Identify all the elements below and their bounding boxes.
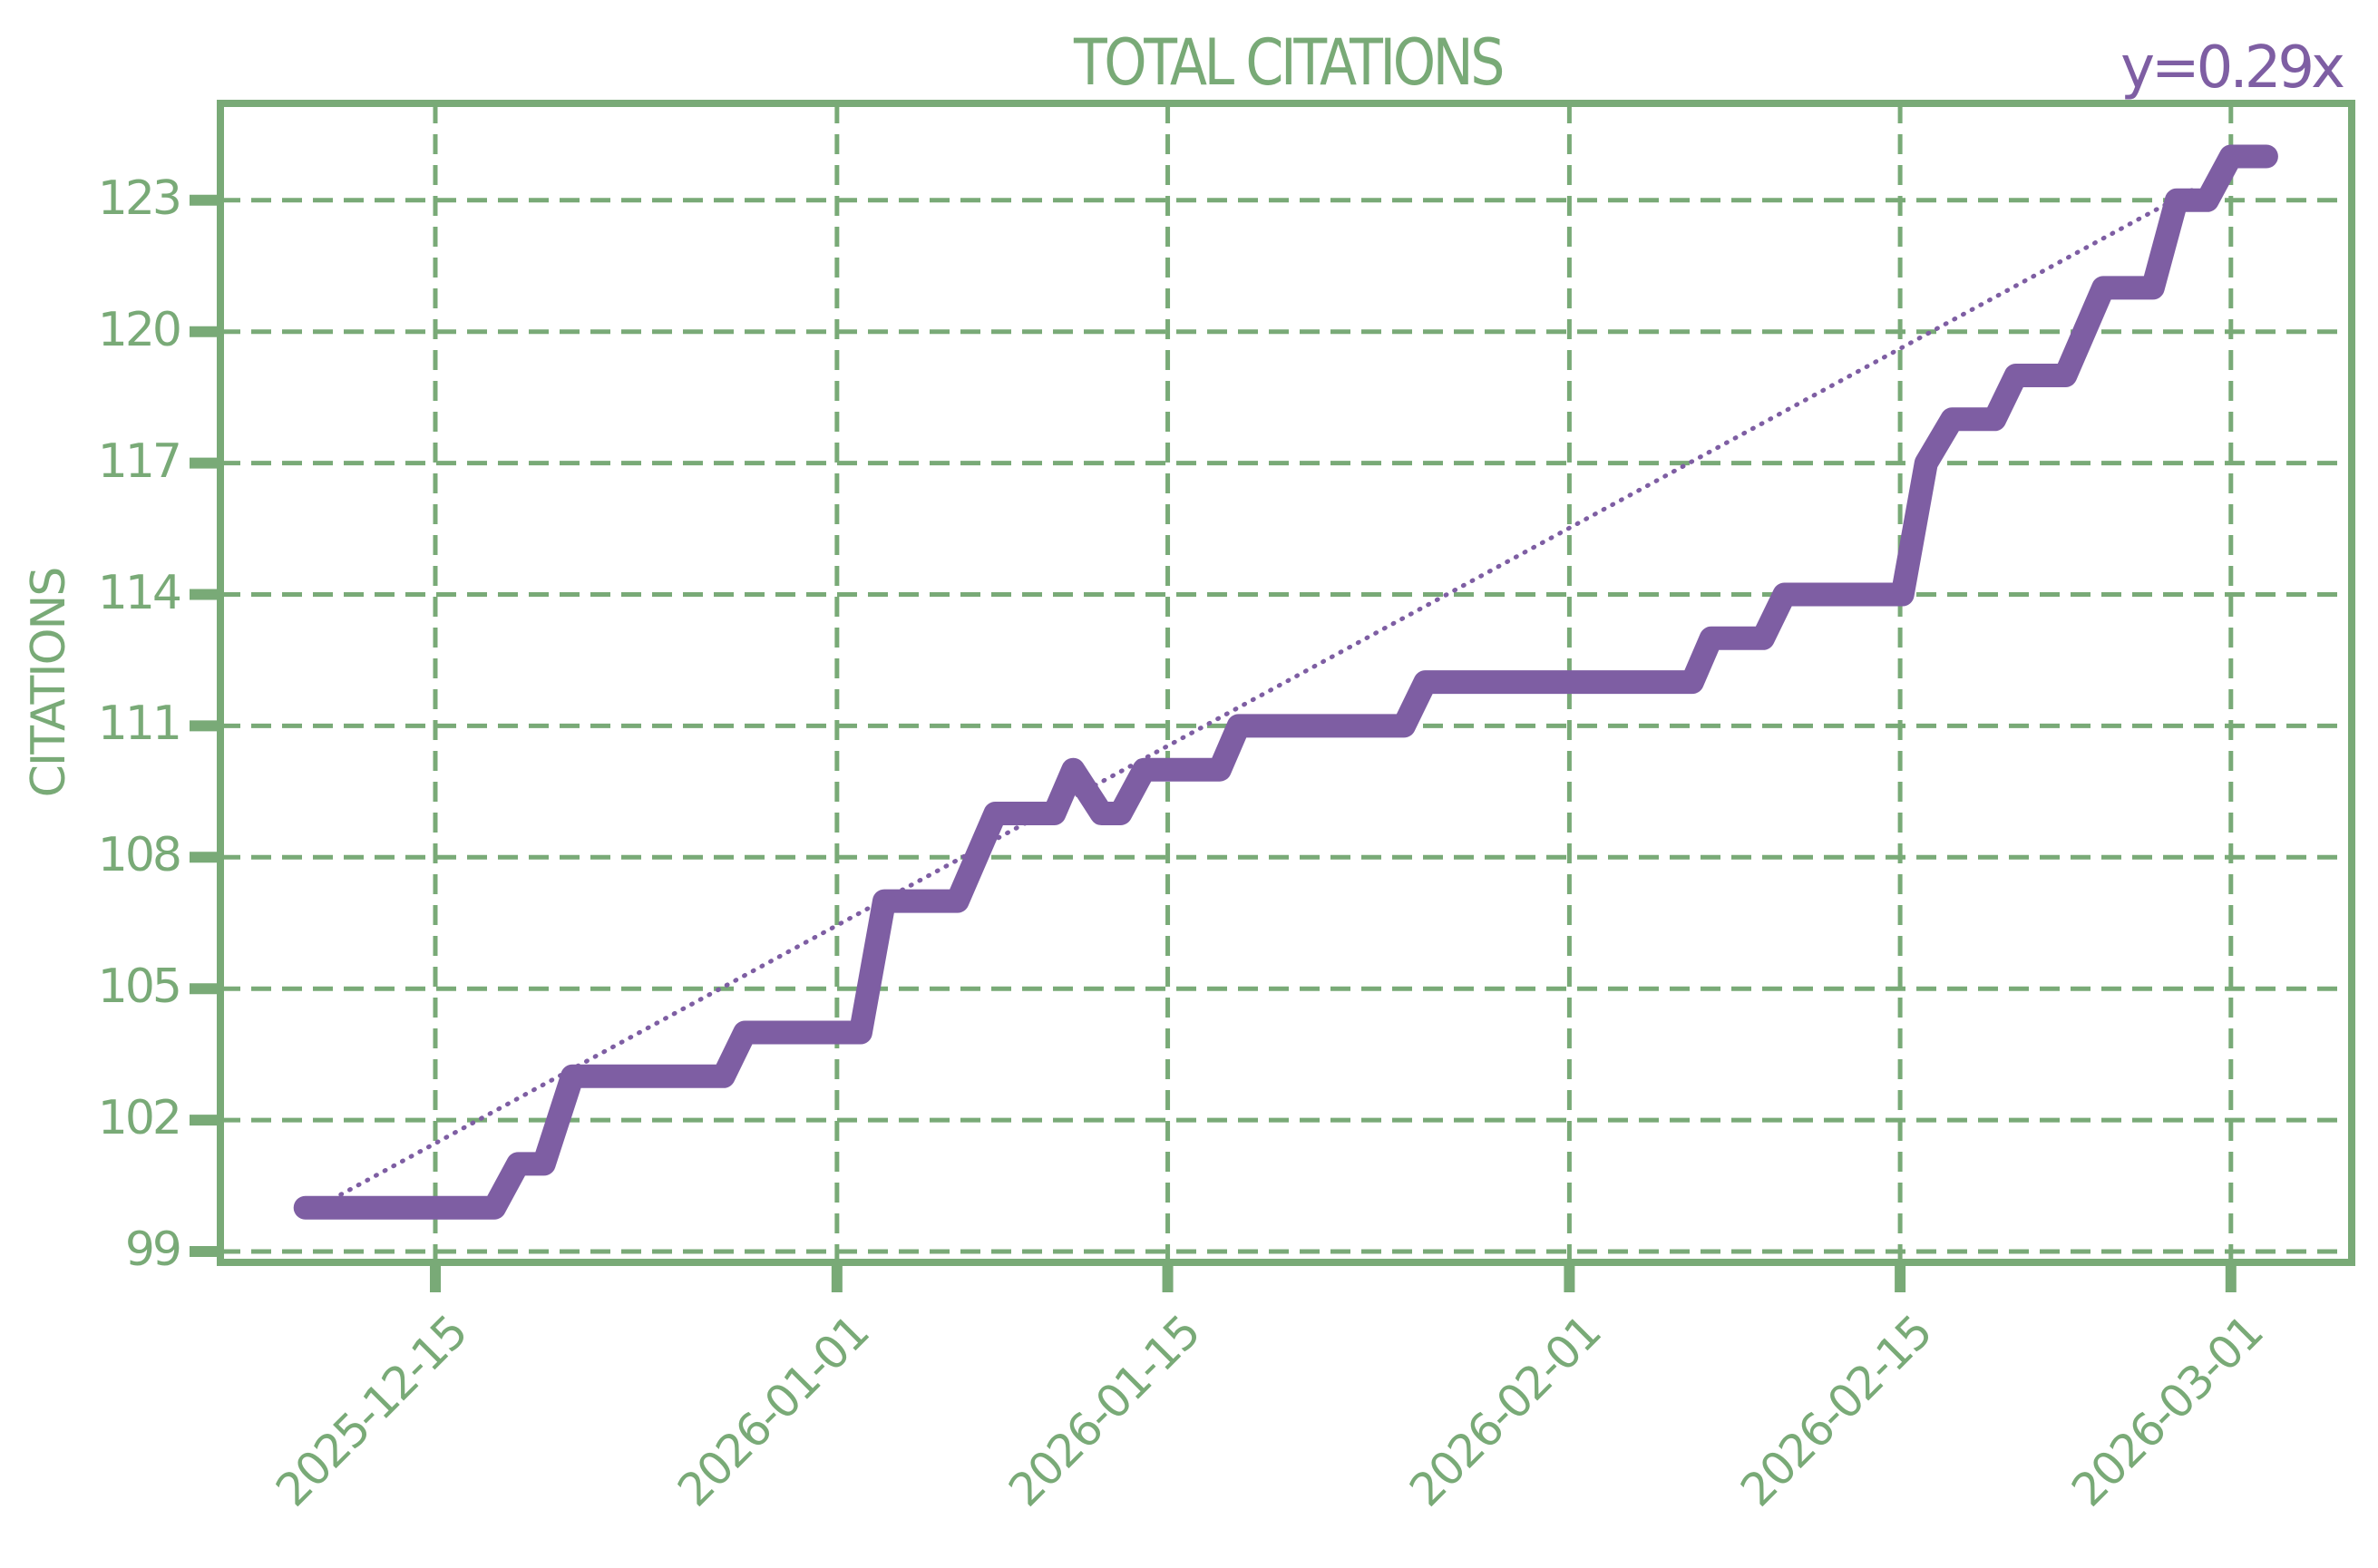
- y-tick-label: 111: [97, 696, 182, 752]
- y-tick-label: 123: [97, 170, 182, 226]
- plot-frame: [217, 100, 2355, 1266]
- y-tick-label: 120: [97, 302, 182, 357]
- y-tick-label: 102: [97, 1091, 182, 1146]
- y-tick-label: 99: [124, 1222, 182, 1277]
- y-axis-label: CITATIONS: [22, 568, 76, 798]
- trend-line: [338, 184, 2200, 1197]
- axes-frame: [190, 100, 2355, 1292]
- y-tick-label: 105: [97, 959, 182, 1015]
- citations-line: [293, 144, 2278, 1220]
- y-tick-label: 114: [97, 565, 182, 620]
- trend-annotation: y=0.29x: [2120, 34, 2345, 102]
- y-tick-label: 117: [97, 433, 182, 489]
- chart-title: TOTAL CITATIONS: [1073, 25, 1506, 100]
- y-tick-label: 108: [97, 828, 182, 883]
- data-series: [293, 144, 2278, 1220]
